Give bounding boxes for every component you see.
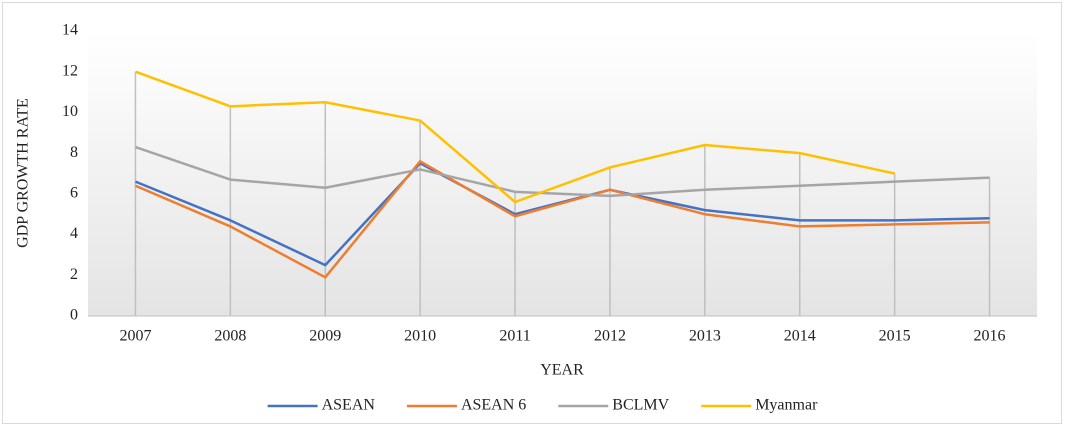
x-tick-label: 2012 (594, 328, 626, 345)
x-axis-title: YEAR (540, 362, 584, 379)
x-tick-label: 2013 (689, 328, 721, 345)
y-tick-label: 10 (62, 103, 78, 120)
y-tick-label: 12 (62, 62, 78, 79)
legend-label: Myanmar (755, 397, 818, 414)
series-line (134, 160, 990, 279)
x-tick-label: 2007 (119, 328, 151, 345)
x-tick-label: 2008 (214, 328, 246, 345)
legend-label: ASEAN (322, 397, 376, 414)
x-tick-label: 2016 (974, 328, 1006, 345)
y-tick-label: 14 (62, 22, 78, 39)
plot-area (88, 31, 1037, 316)
legend-label: BCLMV (612, 397, 669, 414)
y-axis-title: GDP GROWTH RATE (15, 98, 32, 248)
y-tick-label: 4 (70, 225, 78, 242)
y-tick-label: 2 (70, 266, 78, 283)
y-tick-label: 0 (70, 307, 78, 324)
y-tick-label: 6 (70, 185, 78, 202)
series-line (135, 145, 990, 198)
legend-label: ASEAN 6 (461, 397, 526, 414)
x-tick-label: 2015 (879, 328, 911, 345)
y-tick-label: 8 (70, 144, 78, 161)
x-tick-label: 2010 (404, 328, 436, 345)
series-line (135, 70, 895, 204)
x-tick-label: 2011 (499, 328, 530, 345)
x-tick-label: 2014 (784, 328, 816, 345)
x-tick-label: 2009 (309, 328, 341, 345)
